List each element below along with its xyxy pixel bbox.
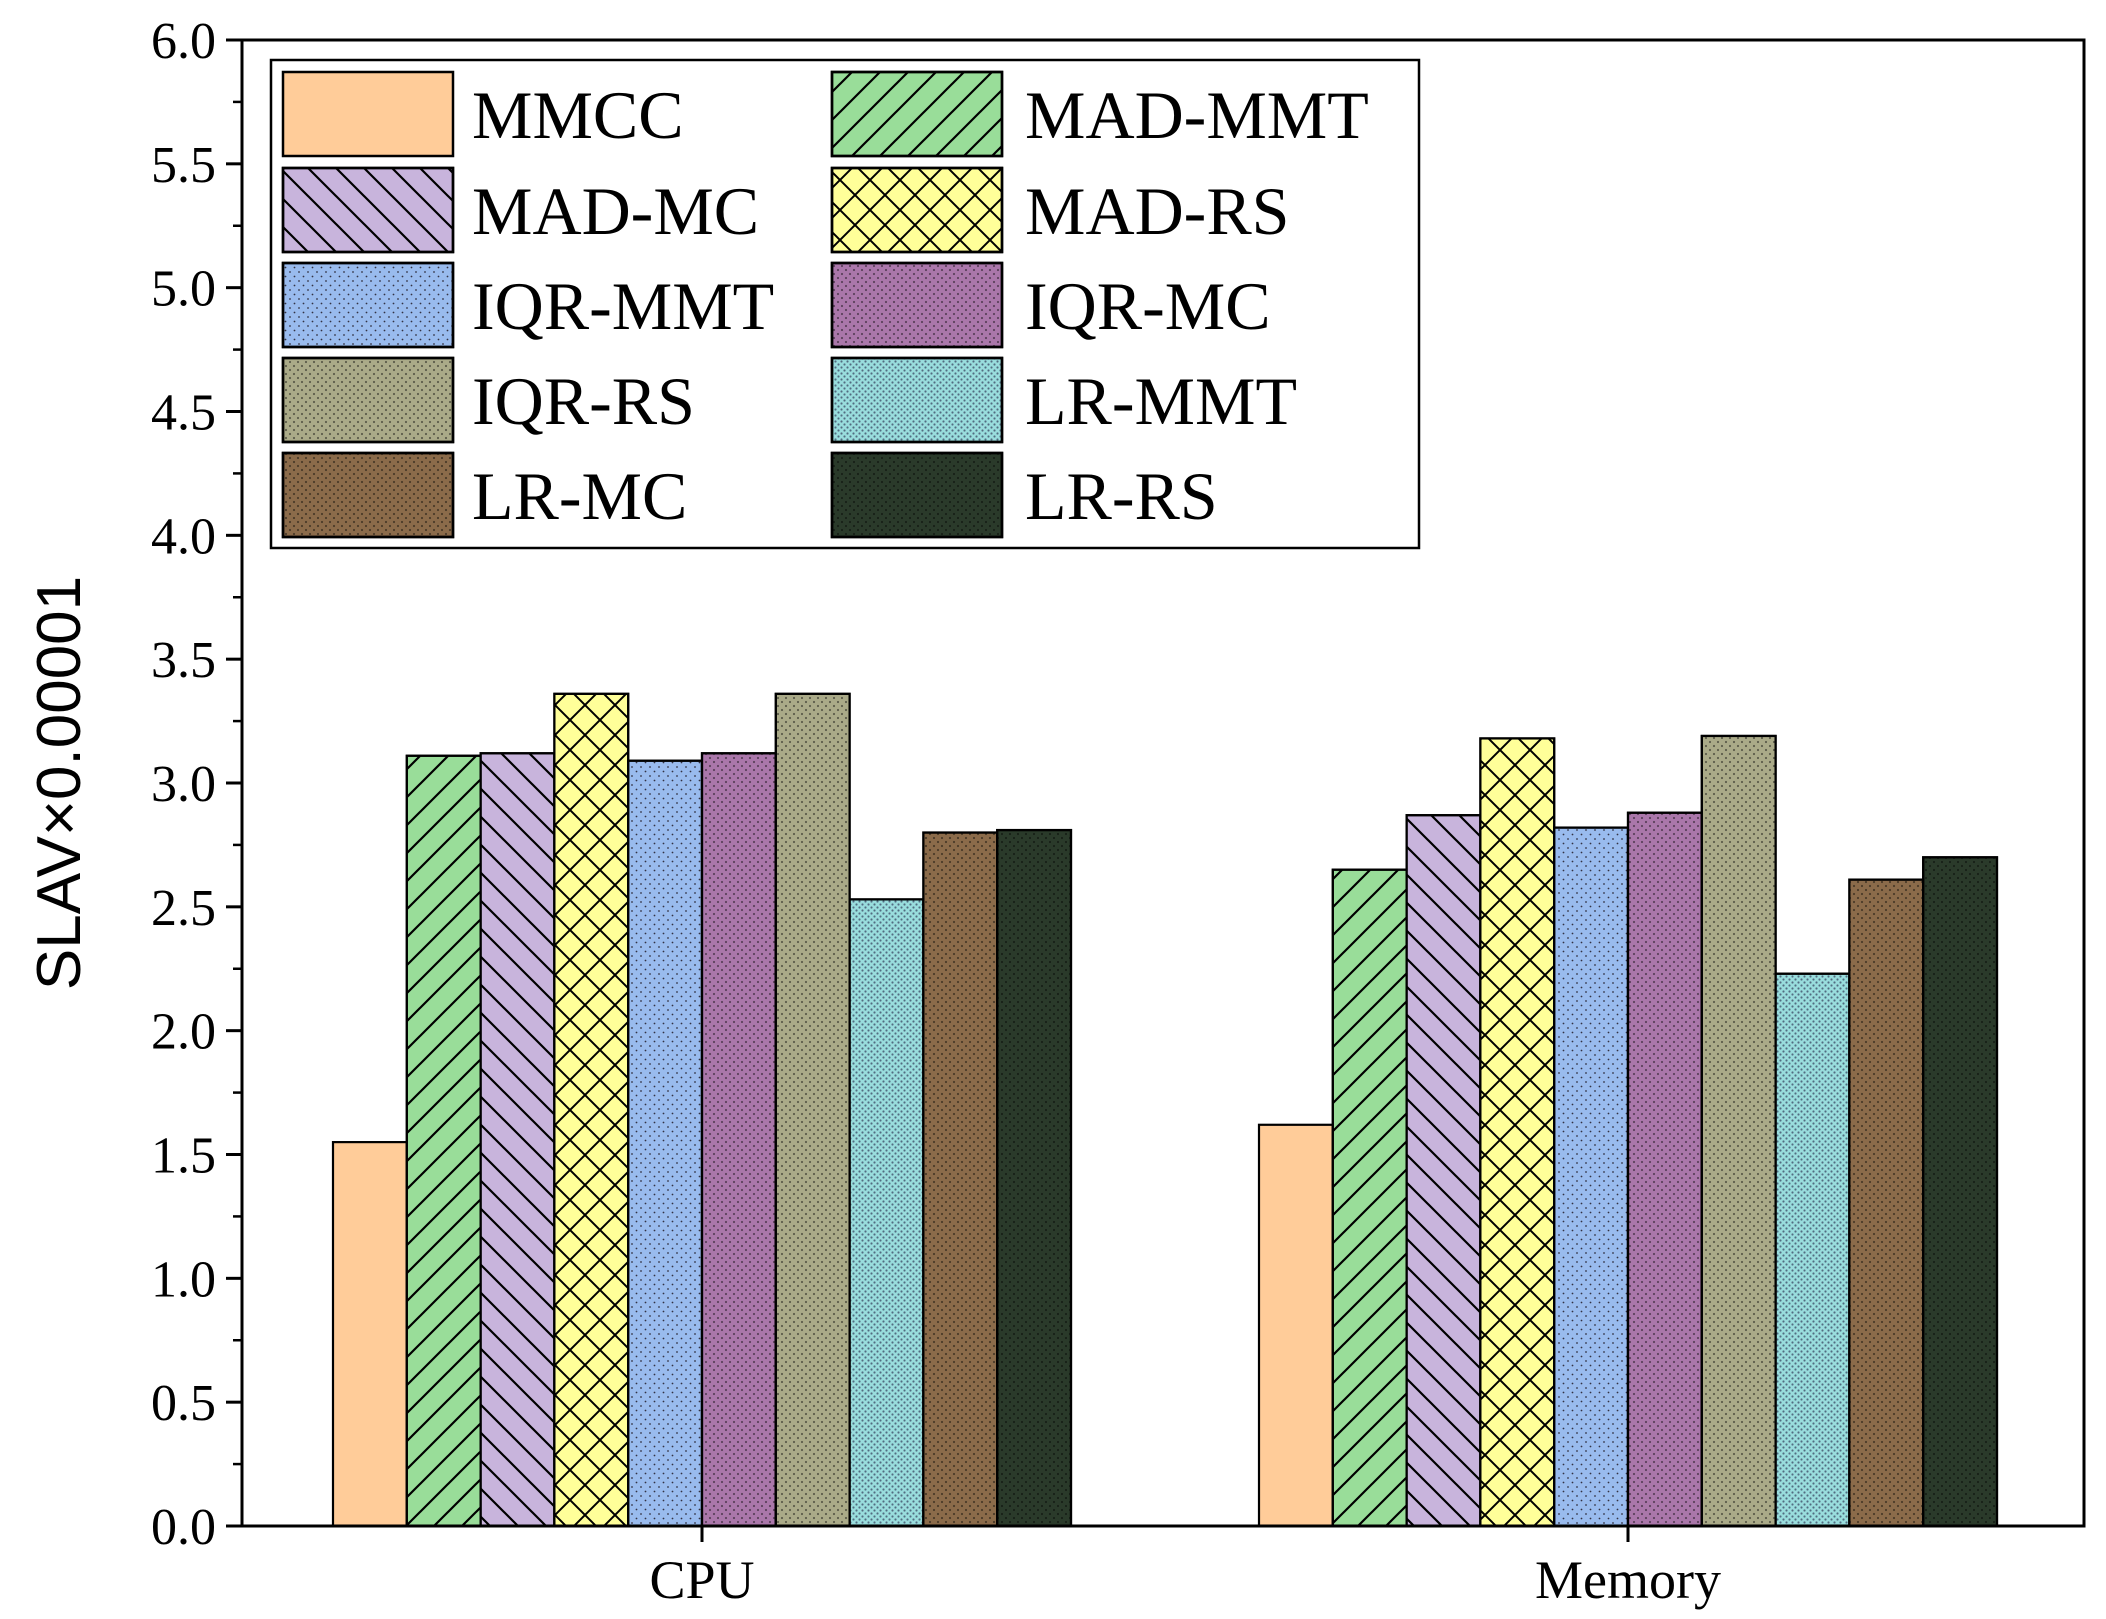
legend-swatch-pattern-mad-mc [281,166,455,254]
legend-label-mad-mc: MAD-MC [472,173,759,249]
bar-pattern-iqr-mmt-cpu [627,759,704,1528]
y-tick-label: 4.5 [151,385,216,442]
y-tick-label: 0.0 [151,1499,216,1556]
legend-label-mad-rs: MAD-RS [1025,173,1290,249]
legend-swatch-mmcc [281,70,455,158]
bar-pattern-mad-rs-cpu [553,692,630,1528]
legend-swatch-pattern-mad-mmt [830,70,1004,158]
bar-pattern-lr-rs-memory [1922,856,1999,1528]
legend-swatch-pattern-lr-rs [830,451,1004,539]
bar-mmcc-cpu [331,1141,408,1528]
axes-layer: 0.0 0.5 1.0 1.5 2.0 2.5 3.0 3.5 4.0 4.5 5.0 5.5 6.0 C… [25,13,2086,1610]
bar-pattern-lr-mc-memory [1848,878,1925,1528]
bar-pattern-iqr-rs-memory [1700,734,1777,1528]
bar-pattern-iqr-mmt-memory [1553,826,1630,1528]
bar-pattern-iqr-mc-cpu [700,752,777,1528]
y-tick-label: 1.0 [151,1251,216,1308]
y-tick-label: 3.5 [151,632,216,689]
legend-swatch-pattern-lr-mmt [830,356,1004,444]
y-tick-label: 3.0 [151,756,216,813]
bar-pattern-iqr-rs-cpu [774,692,851,1528]
legend-swatch-pattern-iqr-mc [830,261,1004,349]
legend-label-iqr-mc: IQR-MC [1025,268,1271,344]
legend-swatch-pattern-iqr-mmt [281,261,455,349]
bar-pattern-mad-rs-memory [1479,737,1556,1528]
legend-label-lr-rs: LR-RS [1025,458,1218,534]
bar-pattern-lr-mmt-cpu [848,898,925,1528]
y-tick-label: 1.5 [151,1128,216,1185]
legend-label-mmcc: MMCC [472,77,684,153]
bars-layer [331,692,1999,1528]
bar-pattern-lr-rs-cpu [996,828,1073,1528]
bar-pattern-lr-mc-cpu [922,831,999,1528]
x-category-label: Memory [1535,1550,1721,1610]
legend-swatch-pattern-iqr-rs [281,356,455,444]
bar-pattern-iqr-mc-memory [1626,811,1703,1528]
x-category-label: CPU [649,1550,754,1610]
y-tick-label: 2.5 [151,880,216,937]
legend: MMCC MAD-MMT MAD-MC MAD-RS IQR-MMT IQR-MC IQR-… [269,58,1421,550]
legend-swatch-pattern-lr-mc [281,451,455,539]
y-tick-label: 4.0 [151,508,216,565]
legend-label-lr-mc: LR-MC [472,458,687,534]
y-tick-label: 2.0 [151,1004,216,1061]
legend-label-mad-mmt: MAD-MMT [1025,77,1369,153]
bar-pattern-mad-mc-memory [1405,814,1482,1528]
bar-mmcc-memory [1257,1123,1334,1528]
legend-label-iqr-rs: IQR-RS [472,363,695,439]
legend-swatch-pattern-mad-rs [830,166,1004,254]
y-tick-label: 6.0 [151,13,216,70]
y-tick-label: 5.0 [151,261,216,318]
legend-label-lr-mmt: LR-MMT [1025,363,1297,439]
y-tick-label: 0.5 [151,1375,216,1432]
bar-pattern-lr-mmt-memory [1774,972,1851,1528]
bar-pattern-mad-mmt-memory [1331,868,1408,1528]
legend-label-iqr-mmt: IQR-MMT [472,268,774,344]
y-tick-label: 5.5 [151,137,216,194]
y-axis-title: SLAV×0.00001 [25,576,94,990]
bar-pattern-mad-mc-cpu [479,752,556,1528]
bar-pattern-mad-mmt-cpu [405,754,482,1528]
